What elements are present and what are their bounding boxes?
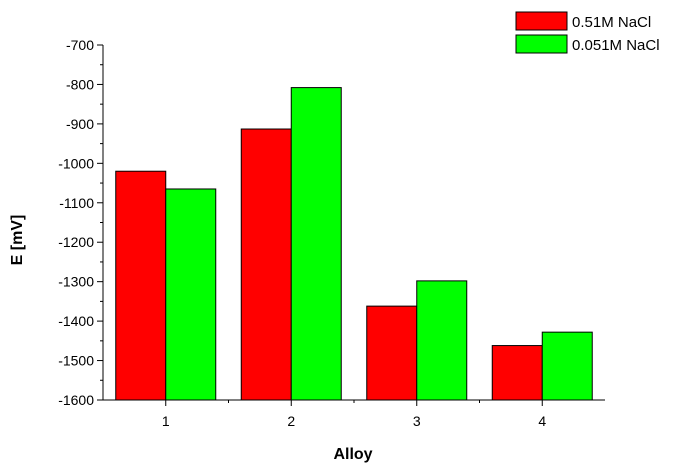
x-tick-label: 1	[162, 413, 170, 429]
y-tick-label: -1200	[58, 234, 94, 250]
bar-series-2-alloy-1	[165, 188, 217, 401]
y-ticks-group: -700 -800 -900 -1000 -1100 -1200 -1300 -1400 -15…	[58, 37, 103, 408]
bar-series-1-alloy-1	[115, 170, 167, 401]
y-tick-label: -1300	[58, 274, 94, 290]
bar-series-2-alloy-3	[416, 280, 468, 401]
x-tick-label: 3	[413, 413, 421, 429]
legend-label-series-2: 0.051M NaCl	[572, 37, 660, 54]
legend: 0.51M NaCl 0.051M NaCl	[515, 11, 660, 54]
legend-swatch-series-2	[515, 34, 568, 54]
x-tick-label: 2	[287, 413, 295, 429]
bar-series-2-alloy-4	[541, 331, 593, 401]
x-axis-label: Alloy	[333, 446, 372, 463]
y-tick-label: -1500	[58, 353, 94, 369]
x-tick-label: 4	[538, 413, 546, 429]
bar-series-2-alloy-2	[290, 87, 342, 401]
y-tick-label: -1100	[59, 195, 94, 211]
y-tick-label: -1000	[58, 155, 94, 171]
x-ticks-group: 1 2 3 4	[162, 400, 546, 429]
y-tick-label: -1600	[58, 392, 94, 408]
bars-group	[115, 87, 593, 401]
bar-series-1-alloy-2	[240, 128, 292, 401]
y-tick-label: -900	[66, 116, 94, 132]
y-axis-label: E [mV]	[9, 215, 26, 266]
legend-label-series-1: 0.51M NaCl	[572, 14, 651, 31]
bar-series-1-alloy-3	[366, 305, 418, 401]
legend-swatch-series-1	[515, 11, 568, 31]
y-tick-label: -800	[66, 76, 94, 92]
bar-series-1-alloy-4	[491, 345, 543, 401]
y-tick-label: -1400	[58, 313, 94, 329]
y-tick-label: -700	[66, 37, 94, 53]
